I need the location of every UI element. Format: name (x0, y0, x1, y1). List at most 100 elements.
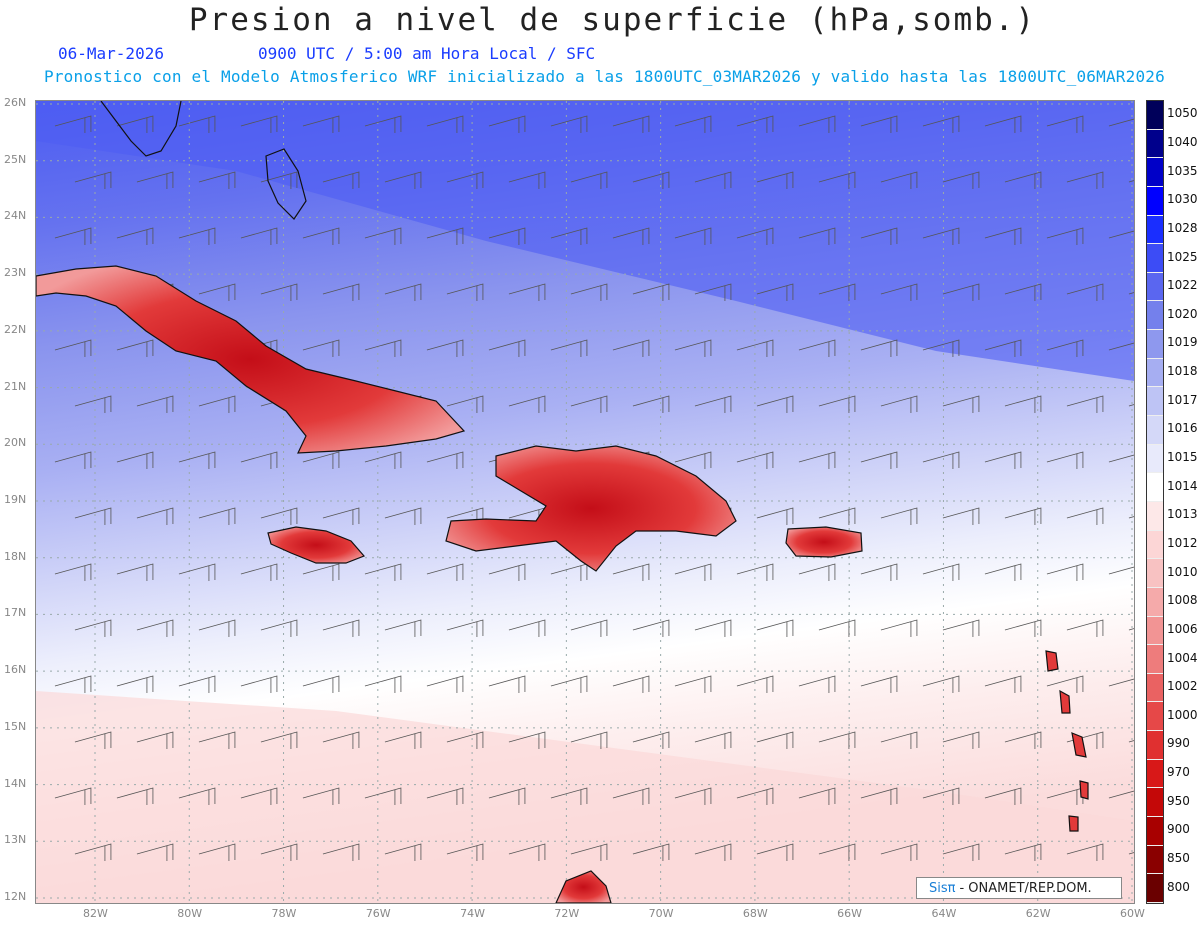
wind-barb (260, 171, 298, 189)
wind-barb (302, 339, 340, 357)
wind-barb (178, 451, 216, 469)
wind-barb (942, 507, 980, 525)
wind-barb (798, 787, 836, 805)
wind-barb (426, 675, 464, 693)
wind-barb (674, 787, 712, 805)
wind-barb (240, 787, 278, 805)
colorbar-cell (1147, 817, 1163, 846)
colorbar-cell (1147, 272, 1163, 302)
wind-barb (178, 675, 216, 693)
colorbar-level: 1006 (1167, 621, 1198, 636)
wind-barb (880, 171, 918, 189)
wind-barb (736, 227, 774, 245)
wind-barb (922, 675, 960, 693)
wind-barb (550, 115, 588, 133)
wind-barb (116, 115, 154, 133)
wind-barb (302, 563, 340, 581)
wind-barb (612, 787, 650, 805)
wind-barb (364, 227, 402, 245)
lesser-antilles-5 (1068, 815, 1079, 832)
wind-barb (860, 563, 898, 581)
wind-barb (240, 451, 278, 469)
wind-barb (116, 787, 154, 805)
lon-label: 76W (365, 907, 391, 920)
puerto-rico (785, 526, 863, 558)
wind-barb (570, 843, 608, 861)
wind-barb (1108, 454, 1134, 463)
wind-barb (116, 563, 154, 581)
wind-barb (1046, 563, 1084, 581)
wind-barb (632, 843, 670, 861)
wind-barb (736, 787, 774, 805)
wind-barb (612, 563, 650, 581)
colorbar-level: 850 (1167, 851, 1190, 866)
colorbar-level: 1018 (1167, 364, 1198, 379)
wind-barb (922, 227, 960, 245)
wind-barb (426, 563, 464, 581)
high-pressure-band (36, 101, 1134, 381)
landmasses (36, 101, 1089, 903)
wind-barb (984, 339, 1022, 357)
wind-barb (446, 731, 484, 749)
wind-barb (302, 227, 340, 245)
colorbar-level: 1000 (1167, 707, 1198, 722)
wind-barb (116, 675, 154, 693)
wind-barb (984, 451, 1022, 469)
wind-barb (198, 507, 236, 525)
wind-barb (508, 843, 546, 861)
wind-barb (922, 563, 960, 581)
low-pressure-band (36, 691, 1134, 903)
wind-barb (384, 731, 422, 749)
wind-barb (488, 787, 526, 805)
wind-barb (674, 563, 712, 581)
colorbar-level: 1050 (1167, 106, 1198, 121)
wind-barb (74, 619, 112, 637)
wind-barb (1066, 395, 1104, 413)
wind-barb (74, 731, 112, 749)
colorbar-level: 1035 (1167, 163, 1198, 178)
wind-barb (632, 171, 670, 189)
lon-label: 72W (554, 907, 580, 920)
wind-barb (136, 507, 174, 525)
wind-barb (260, 731, 298, 749)
forecast-info: Pronostico con el Modelo Atmosferico WRF… (44, 67, 1165, 86)
wind-barb (198, 395, 236, 413)
wind-barb (260, 283, 298, 301)
wind-barb (570, 619, 608, 637)
wind-barb (818, 731, 856, 749)
colorbar-cell (1147, 444, 1163, 474)
wind-barb (674, 227, 712, 245)
colorbar-cell (1147, 645, 1163, 674)
cuba (36, 265, 466, 454)
wind-barb (364, 675, 402, 693)
wind-barb (426, 227, 464, 245)
wind-barb (116, 339, 154, 357)
wind-barb (1108, 118, 1134, 127)
wind-barb (240, 563, 278, 581)
lesser-antilles-3 (1071, 732, 1087, 758)
wind-barb (508, 283, 546, 301)
wind-barb (54, 563, 92, 581)
wind-barb (426, 339, 464, 357)
wind-barb (54, 787, 92, 805)
wind-barb (942, 731, 980, 749)
wind-barb (198, 171, 236, 189)
wind-barb (1004, 731, 1042, 749)
wind-barb (818, 395, 856, 413)
colorbar-cell (1147, 244, 1163, 273)
colorbar-level: 1020 (1167, 306, 1198, 321)
wind-barb (136, 843, 174, 861)
wind-barb (798, 115, 836, 133)
wind-barb (736, 115, 774, 133)
wind-barb (198, 731, 236, 749)
wind-barb (178, 227, 216, 245)
colorbar-cell (1147, 416, 1163, 445)
lat-label: 12N (4, 890, 27, 903)
lat-label: 20N (4, 436, 27, 450)
wind-barb (922, 451, 960, 469)
wind-barb (1066, 507, 1104, 525)
map-title: Presion a nivel de superficie (hPa,somb.… (188, 2, 1037, 38)
wind-barb (736, 675, 774, 693)
wind-barb (942, 395, 980, 413)
wind-barb (550, 227, 588, 245)
